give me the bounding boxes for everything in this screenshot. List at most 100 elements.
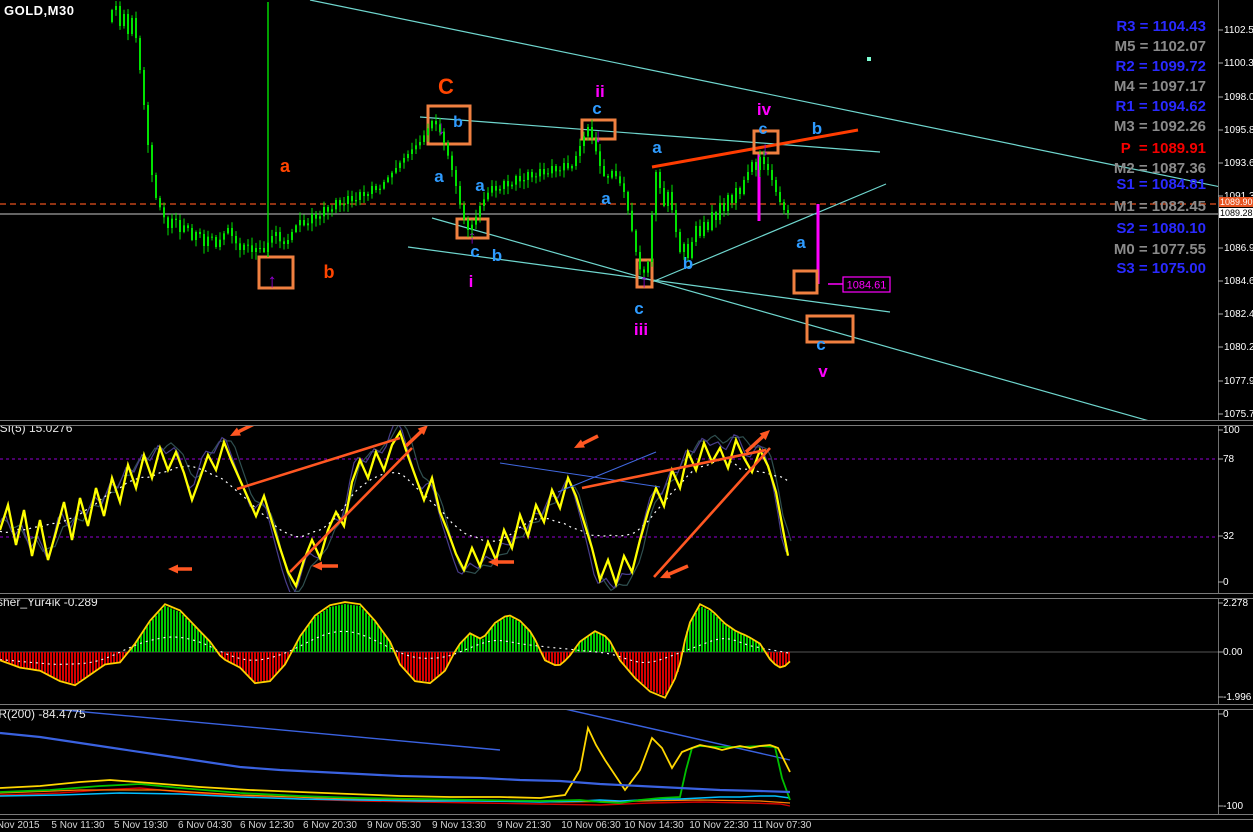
time-axis-label: 10 Nov 06:30 [561,820,621,831]
wpr-main-blue-line [0,731,791,794]
wpr-blue-trendline[interactable] [556,707,791,761]
price-axis-tick: 1086.9 [1224,243,1253,254]
rsi-blue-trendline[interactable] [557,451,657,493]
orange-arrow-head[interactable] [759,430,770,441]
time-axis-label: 6 Nov 04:30 [178,820,232,831]
pivot-level-label: M3 = 1092.26 [1113,118,1206,135]
teal-trendline[interactable] [431,217,1160,424]
price-tag-1084-61[interactable]: 1084.61 [828,276,891,293]
last-close-price-box: 1089.28 [1219,208,1253,218]
purple-arrow-marker[interactable]: ↓ [593,126,603,147]
wave-label-b[interactable]: b [812,119,822,138]
orange-annotation-box[interactable] [792,269,819,295]
wave-label-a[interactable]: a [652,138,662,157]
wave-label-a[interactable]: a [280,156,291,176]
wave-label-ii[interactable]: ii [595,82,604,101]
orange-arrow-tail[interactable] [744,433,767,454]
panel-separator[interactable] [0,704,1253,710]
wave-label-b[interactable]: b [324,262,335,282]
orange-annotation-box[interactable] [805,314,855,344]
orange-annotation-box[interactable] [752,129,780,155]
price-axis-tick: 1095.8 [1224,125,1253,136]
rsi-blue-trendline[interactable] [499,462,661,488]
purple-arrow-marker[interactable]: ↑ [267,271,277,292]
purple-arrow-marker[interactable]: ↑ [639,271,649,292]
pivot-level-label: P = 1089.91 [1120,140,1206,157]
wave-label-c[interactable]: c [759,121,768,138]
rsi-signal-dotted [0,459,789,542]
rsi-panel[interactable] [0,423,1218,592]
teal-trendline[interactable] [309,0,1250,193]
wave-label-i[interactable]: i [469,272,474,291]
axis-lines [13,0,1223,819]
wave-label-b[interactable]: b [453,114,463,131]
wave-label-c[interactable]: c [592,99,601,118]
orange-arrow-tail[interactable] [665,564,689,577]
rsi-axis-tick: 78 [1223,454,1235,465]
price-axis-tick: 1102.5 [1224,25,1253,36]
panel-separator[interactable] [0,814,1253,820]
panel-separator[interactable] [0,593,1253,599]
wave-label-C[interactable]: C [438,74,454,99]
rsi-orange-trendline[interactable] [236,436,401,491]
fisher-panel[interactable] [0,601,1218,699]
time-axis-label: 9 Nov 21:30 [497,820,551,831]
teal-trendline[interactable] [419,116,881,153]
orange-arrow-head[interactable] [488,557,498,567]
fisher-axis-tick: 2.278 [1223,598,1249,609]
rsi-orange-trendline[interactable] [289,447,413,573]
pivot-level-label: M2 = 1087.36 [1113,160,1206,177]
wpr-indicator-label: WPR(200) -84.4775 [0,707,86,721]
time-axis-label: 5 Nov 19:30 [114,820,168,831]
wave-label-v[interactable]: v [818,362,828,381]
pivot-level-label: S2 = 1080.10 [1116,220,1206,237]
rsi-orange-trendline[interactable] [653,447,771,578]
fisher-axis-tick: -1.996 [1223,692,1252,703]
orange-annotation-box[interactable] [635,258,654,289]
wave-label-a[interactable]: a [475,176,485,195]
rsi-orange-trendline[interactable] [581,448,767,490]
orange-arrow-tail[interactable] [404,428,425,448]
wave-label-a[interactable]: a [796,233,806,252]
pivot-level-label: S3 = 1075.00 [1116,260,1206,277]
orange-arrow-head[interactable] [574,439,585,448]
wave-label-c[interactable]: c [634,299,643,318]
wave-label-a[interactable]: a [601,189,611,208]
cyan-dot-marker [867,57,871,61]
wpr-blue-trendline[interactable] [20,706,501,751]
current-price-box: 1089.90 [1219,197,1253,207]
pivot-level-label: R3 = 1104.43 [1116,18,1206,35]
orange-arrow-head[interactable] [660,569,671,579]
wave-label-iii[interactable]: iii [634,320,648,339]
orange-arrow-head[interactable] [312,561,322,571]
time-axis-label: 5 Nov 2015 [0,820,40,831]
wpr-axis-tick: 0 [1223,709,1229,720]
wave-label-c[interactable]: c [470,242,479,261]
wpr-yellow-line [0,725,791,799]
panel-separator[interactable] [0,420,1253,426]
orange-annotation-box[interactable] [580,118,617,141]
teal-trendline[interactable] [651,183,887,283]
svg-text:1084.61: 1084.61 [847,280,887,292]
orange-arrow-tail[interactable] [579,434,599,447]
wave-label-b[interactable]: b [492,246,502,265]
wpr-panel[interactable] [0,706,791,807]
orange-arrow-head[interactable] [417,425,428,436]
orange-annotation-box[interactable] [426,104,472,146]
orange-arrow-head[interactable] [230,427,241,436]
wave-label-a[interactable]: a [434,167,444,186]
time-axis-label: 5 Nov 11:30 [51,820,105,831]
wave-label-c[interactable]: c [816,335,825,354]
wave-label-iv[interactable]: iv [757,100,772,119]
fisher-axis-tick: 0.00 [1223,647,1243,658]
time-axis-label: 9 Nov 13:30 [432,820,486,831]
orange-annotation-box[interactable] [257,255,295,290]
wave-label-b[interactable]: b [683,254,693,273]
orange-arrow-head[interactable] [168,564,178,574]
price-axis-tick: 1080.2 [1224,342,1253,353]
orange-annotation-box[interactable] [455,217,490,240]
purple-arrow-marker[interactable]: ↓ [760,139,770,160]
